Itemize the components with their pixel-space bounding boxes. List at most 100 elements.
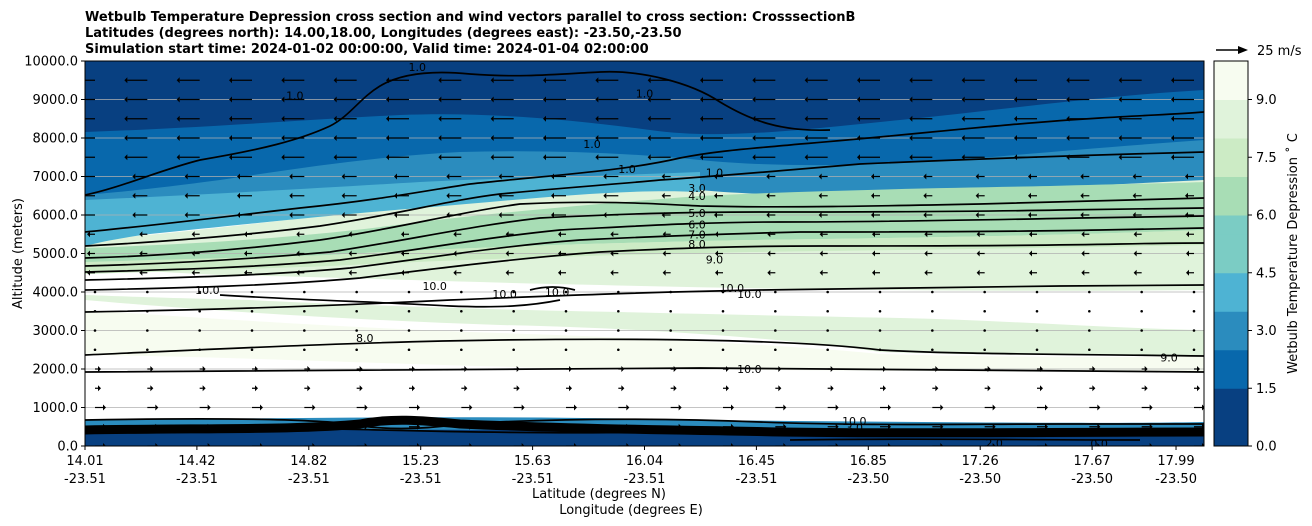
wind-vector xyxy=(146,290,149,294)
wind-vector-head xyxy=(1029,231,1032,238)
wind-vector-head xyxy=(923,192,927,199)
x-tick-lon: -23.51 xyxy=(400,472,442,487)
wind-vector xyxy=(355,309,358,313)
wind-vector-head xyxy=(924,231,928,238)
wind-vector-head xyxy=(715,231,718,238)
wind-vector-head xyxy=(783,423,787,430)
wind-vector-head xyxy=(490,115,494,122)
wind-vector-head xyxy=(752,154,756,161)
y-tick-label: 10000.0 xyxy=(24,55,78,70)
wind-vector-head xyxy=(150,385,154,392)
wind-vector-head xyxy=(1171,96,1174,103)
wind-vector-head xyxy=(647,96,651,103)
wind-vector-head xyxy=(1045,404,1048,411)
wind-vector-head xyxy=(987,366,991,372)
wind-vector xyxy=(721,348,725,352)
wind-vector-head xyxy=(386,154,389,161)
wind-vector-head xyxy=(446,212,450,218)
wind-vector-head xyxy=(835,443,839,446)
wind-vector xyxy=(93,348,97,352)
colorbar-tick-label: 1.5 xyxy=(1256,382,1277,397)
wind-vector-head xyxy=(394,212,397,218)
wind-vector-head xyxy=(1132,173,1136,180)
x-axis-label-lat: Latitude (degrees N) xyxy=(532,487,666,502)
wind-vector xyxy=(1035,309,1039,313)
wind-vector-head xyxy=(830,366,834,372)
wind-vector-head xyxy=(1080,212,1084,218)
wind-vector-head xyxy=(505,231,509,238)
wind-vector-head xyxy=(237,212,240,218)
wind-vector-head xyxy=(394,192,397,199)
y-tick-label: 1000.0 xyxy=(33,401,79,416)
wind-vector-head xyxy=(700,77,703,84)
colorbar-tick-label: 4.5 xyxy=(1256,266,1277,281)
wind-vector-head xyxy=(818,173,822,180)
wind-vector-head xyxy=(296,269,300,276)
wind-vector-head xyxy=(924,250,928,257)
wind-vector-head xyxy=(1186,269,1189,276)
wind-vector-head xyxy=(237,173,240,180)
wind-vector-head xyxy=(1149,404,1153,411)
wind-vector-head xyxy=(139,250,143,257)
wind-vector-head xyxy=(446,173,450,180)
colorbar-frame xyxy=(1213,60,1249,447)
wind-vector xyxy=(407,329,411,332)
x-tick-lat: 15.23 xyxy=(402,454,439,469)
wind-vector-head xyxy=(1171,115,1174,122)
wind-vector-head xyxy=(296,231,300,238)
wind-vector xyxy=(669,309,672,313)
wind-vector-head xyxy=(909,154,913,161)
wind-vector-head xyxy=(87,269,90,276)
wind-vector-head xyxy=(1118,154,1122,161)
quiver-key-label: 25 m/s xyxy=(1257,44,1302,59)
wind-vector xyxy=(826,329,829,332)
wind-vector-head xyxy=(888,443,891,446)
wind-vector-head xyxy=(603,212,607,218)
wind-vector xyxy=(617,290,620,294)
wind-vector-head xyxy=(621,366,625,372)
wind-vector-head xyxy=(505,250,509,257)
contour-label: 10.0 xyxy=(737,288,762,301)
wind-vector-head xyxy=(341,212,345,218)
wind-vector-head xyxy=(714,192,717,199)
wind-vector-head xyxy=(574,404,577,411)
fill-region-6 xyxy=(85,182,1204,262)
wind-vector-head xyxy=(289,212,293,218)
wind-vector-head xyxy=(469,423,473,430)
wind-vector-head xyxy=(132,212,136,218)
wind-vector-head xyxy=(975,212,979,218)
wind-vector xyxy=(407,309,411,313)
wind-vector-head xyxy=(661,173,665,180)
wind-vector-head xyxy=(1040,366,1043,372)
wind-vector-head xyxy=(1118,135,1122,141)
wind-vector-head xyxy=(244,250,247,257)
wind-vector-head xyxy=(804,135,808,141)
chart-title-line: Wetbulb Temperature Depression cross sec… xyxy=(85,10,855,25)
wind-vector xyxy=(774,329,777,332)
wind-vector xyxy=(407,348,411,352)
wind-vector-head xyxy=(1186,231,1189,238)
x-tick-lon: -23.50 xyxy=(959,472,1001,487)
wind-vector-head xyxy=(976,250,980,257)
x-axis-label-lon: Longitude (degrees E) xyxy=(559,503,703,518)
wind-vector xyxy=(512,290,515,294)
colorbar-segment xyxy=(1214,253,1248,274)
wind-vector-head xyxy=(469,404,473,411)
wind-vector-head xyxy=(871,192,874,199)
wind-vector-head xyxy=(610,250,614,257)
wind-vector-head xyxy=(923,173,927,180)
wind-vector-head xyxy=(1028,192,1031,199)
wind-vector-head xyxy=(603,173,607,180)
wind-vector-head xyxy=(924,269,928,276)
wind-vector-head xyxy=(818,192,822,199)
wind-vector-head xyxy=(961,154,965,161)
wind-vector-head xyxy=(804,154,808,161)
wind-vector-head xyxy=(359,385,363,392)
y-tick-label: 8000.0 xyxy=(33,132,79,147)
wind-vector xyxy=(460,348,463,352)
wind-vector-head xyxy=(700,96,703,103)
y-tick-label: 6000.0 xyxy=(33,209,79,224)
wind-vector-head xyxy=(1045,423,1048,430)
wind-vector-head xyxy=(401,269,404,276)
wind-vector-head xyxy=(1045,443,1048,446)
